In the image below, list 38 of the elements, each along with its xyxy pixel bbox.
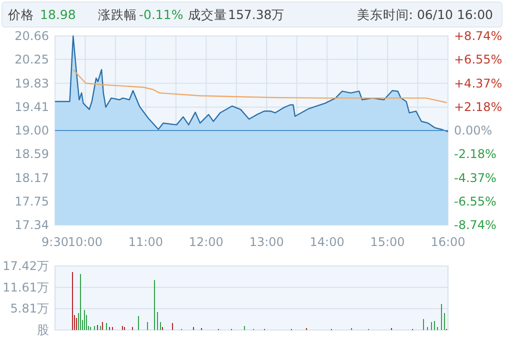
y-tick-label: 19.00 [14,124,49,138]
text: 美东时间: 06/10 16:00 [356,7,494,22]
y2-tick-label: +4.37% [454,76,502,90]
y2-tick-label: +8.74% [454,29,502,43]
y-tick-label: 11.61万 [2,280,49,294]
y2-tick-label: -4.37% [454,170,496,185]
y-tick-label: 股 [37,323,49,337]
x-tick-label: 16:00 [430,235,466,249]
y-tick-label: 5.81万 [10,302,49,316]
y-tick-label: 18.17 [14,170,49,185]
y-tick-label: 20.25 [14,52,49,66]
y2-tick-label: 0.00% [454,124,492,138]
y-tick-label: 17.42万 [2,259,49,273]
x-tick-label: 15:00 [370,235,405,249]
x-tick-label: 9:30 [42,235,68,249]
x-tick-label: 10:00 [68,235,103,249]
line-series [72,68,448,104]
y-tick-label: 18.59 [14,146,49,161]
text: 涨跌幅 [98,7,137,22]
y-tick-label: 19.41 [14,100,49,114]
text: 157.38万 [228,7,285,22]
y2-tick-label: -8.74% [454,218,496,232]
y2-tick-label: -6.55% [454,194,496,208]
y2-tick-label: +2.18% [454,100,502,114]
text: 成交量 [188,7,227,22]
y2-tick-label: -2.18% [454,147,496,162]
text: -0.11% [139,7,184,22]
x-tick-label: 13:00 [249,235,284,249]
y-tick-label: 19.83 [14,76,49,90]
y2-tick-label: +6.55% [454,52,502,67]
x-tick-label: 11:00 [128,235,163,249]
y-tick-label: 17.75 [14,194,49,209]
text: 价格 [7,7,34,22]
text: 18.98 [40,7,76,22]
x-tick-label: 12:00 [188,235,224,249]
x-tick-label: 14:00 [310,235,344,249]
y-tick-label: 17.34 [14,218,49,232]
y-tick-label: 20.66 [14,29,49,43]
